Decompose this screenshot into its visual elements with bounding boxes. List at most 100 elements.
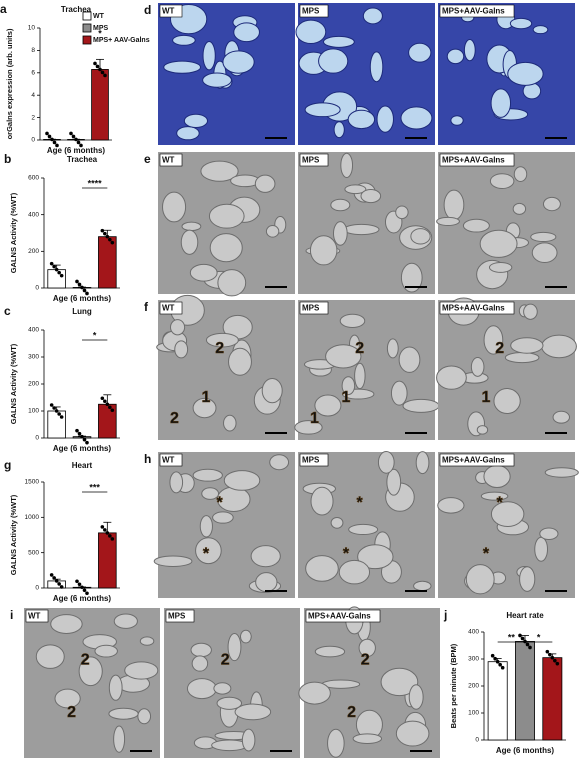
data-dot [103, 231, 107, 236]
texture [124, 661, 159, 680]
texture [255, 572, 278, 593]
data-dot [105, 234, 110, 239]
data-dot [57, 582, 61, 586]
texture [340, 152, 354, 179]
texture [380, 667, 419, 697]
texture [298, 681, 331, 705]
texture [174, 340, 189, 359]
overlay-marker: 1 [201, 389, 210, 406]
overlay-marker: 2 [347, 704, 356, 721]
texture [348, 523, 379, 536]
texture [108, 707, 139, 720]
texture [402, 398, 440, 413]
data-dot [52, 264, 56, 269]
data-dot [79, 143, 83, 148]
texture [153, 555, 193, 567]
texture [400, 106, 433, 130]
data-dot [555, 661, 560, 666]
texture [463, 38, 476, 62]
y-tick-label: 200 [28, 248, 39, 255]
data-dot [110, 408, 115, 413]
overlay-marker: 2 [355, 340, 364, 357]
texture [162, 191, 187, 223]
texture [539, 527, 559, 540]
texture [489, 173, 515, 189]
overlay-marker: * [217, 494, 224, 511]
y-tick-label: 0 [35, 435, 39, 442]
data-dot [100, 70, 105, 75]
texture [410, 228, 431, 245]
data-dot [498, 662, 502, 667]
texture [437, 497, 465, 514]
significance-label: **** [88, 178, 103, 188]
texture [542, 196, 561, 212]
y-tick-label: 2 [31, 114, 35, 121]
texture [169, 471, 184, 494]
texture [113, 613, 138, 629]
texture [241, 728, 256, 752]
texture [413, 580, 432, 592]
y-tick-label: 0 [31, 137, 35, 144]
data-dot [50, 137, 54, 142]
chart-title: Trachea [61, 5, 92, 14]
data-dot [82, 288, 87, 293]
image-label: MPS [302, 7, 320, 16]
data-dot [85, 440, 89, 445]
data-dot [45, 131, 49, 136]
legend-swatch [82, 23, 92, 33]
image-label: MPS+AAV-Galns [442, 304, 505, 313]
texture [35, 644, 65, 669]
data-dot [82, 437, 87, 442]
data-dot [77, 431, 82, 436]
texture [479, 229, 518, 258]
panel-letter: i [10, 608, 13, 622]
texture [480, 491, 509, 501]
y-axis-label: GALNS Activity (%WT) [9, 494, 18, 575]
data-dot [548, 652, 552, 657]
image-label-box [439, 4, 515, 18]
texture [254, 174, 276, 193]
texture [176, 126, 200, 141]
texture [163, 60, 202, 74]
texture [339, 313, 366, 328]
texture [202, 41, 216, 71]
data-dot [110, 240, 115, 245]
y-axis-label: GALNS Activity (%WT) [9, 192, 18, 273]
data-dot [75, 579, 79, 584]
texture [261, 377, 283, 404]
image-label: MPS [168, 612, 186, 621]
y-tick-label: 500 [28, 549, 39, 556]
texture [446, 48, 465, 65]
data-dot [493, 656, 497, 661]
texture [234, 703, 272, 721]
data-dot [108, 534, 112, 538]
overlay-marker: * [343, 545, 350, 562]
y-tick-label: 0 [35, 285, 39, 292]
overlay-marker: 1 [341, 389, 350, 406]
texture [377, 451, 395, 474]
texture [400, 262, 423, 293]
x-axis-label: Age (6 months) [53, 594, 112, 603]
texture [443, 189, 465, 221]
image-label-box [299, 153, 329, 167]
panel-letter: j [443, 608, 447, 622]
data-dot [520, 636, 525, 641]
image-label: WT [162, 156, 175, 165]
data-dot [105, 531, 110, 535]
bar [47, 269, 66, 289]
data-dot [103, 399, 107, 404]
image-label: MPS+AAV-Galns [442, 7, 505, 16]
legend-swatch [82, 11, 92, 21]
data-dot [80, 285, 84, 290]
texture [325, 344, 362, 369]
data-dot [100, 525, 105, 529]
texture [212, 511, 234, 524]
y-tick-label: 8 [31, 47, 35, 54]
texture [436, 216, 460, 226]
texture [94, 644, 118, 658]
overlay-marker: * [203, 545, 210, 562]
image-label: MPS [302, 156, 320, 165]
texture [344, 184, 367, 195]
x-axis-label: Age (6 months) [47, 146, 106, 155]
legend-label: MPS [93, 25, 109, 32]
